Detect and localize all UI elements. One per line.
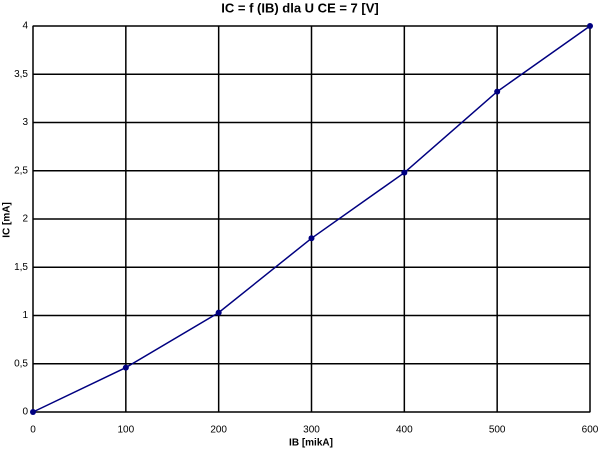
y-tick-label: 0,5 (14, 358, 28, 369)
y-tick-label: 0 (22, 407, 28, 418)
x-tick-label: 0 (30, 425, 36, 436)
x-tick-label: 200 (210, 425, 227, 436)
y-tick-label: 3 (22, 117, 28, 128)
x-axis-label: IB [mikA] (289, 438, 333, 449)
x-tick-label: 500 (489, 425, 506, 436)
y-tick-label: 4 (22, 21, 28, 32)
x-tick-label: 400 (396, 425, 413, 436)
x-tick-label: 300 (303, 425, 320, 436)
y-axis-label: IC [mA] (2, 202, 13, 238)
y-tick-label: 1 (22, 310, 28, 321)
data-point (308, 235, 315, 242)
data-point (401, 169, 408, 176)
x-tick-label: 100 (117, 425, 134, 436)
data-point (215, 309, 222, 316)
plot-border (32, 25, 591, 413)
data-point (122, 364, 129, 371)
y-tick-label: 1,5 (14, 262, 28, 273)
data-point (30, 409, 36, 415)
y-tick-label: 2 (22, 214, 28, 225)
data-point (587, 23, 593, 29)
y-tick-label: 3,5 (14, 69, 28, 80)
y-tick-label: 2,5 (14, 165, 28, 176)
data-point (494, 88, 501, 95)
x-tick-label: 600 (582, 425, 599, 436)
chart-title: IC = f (IB) dla U CE = 7 [V] (221, 0, 378, 15)
